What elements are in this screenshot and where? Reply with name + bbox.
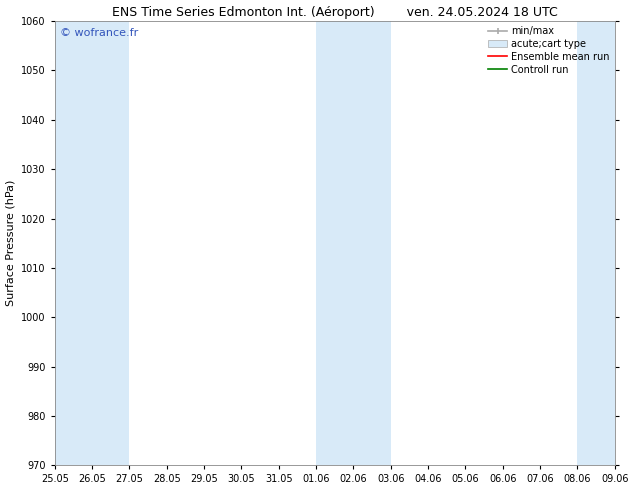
Y-axis label: Surface Pressure (hPa): Surface Pressure (hPa) [6, 180, 16, 306]
Legend: min/max, acute;cart type, Ensemble mean run, Controll run: min/max, acute;cart type, Ensemble mean … [485, 23, 612, 77]
Bar [353, 21, 391, 465]
Bar [578, 21, 615, 465]
Bar [316, 21, 353, 465]
Bar [55, 21, 92, 465]
Bar [92, 21, 129, 465]
Title: ENS Time Series Edmonton Int. (Aéroport)        ven. 24.05.2024 18 UTC: ENS Time Series Edmonton Int. (Aéroport)… [112, 5, 558, 19]
Text: © wofrance.fr: © wofrance.fr [60, 28, 139, 38]
